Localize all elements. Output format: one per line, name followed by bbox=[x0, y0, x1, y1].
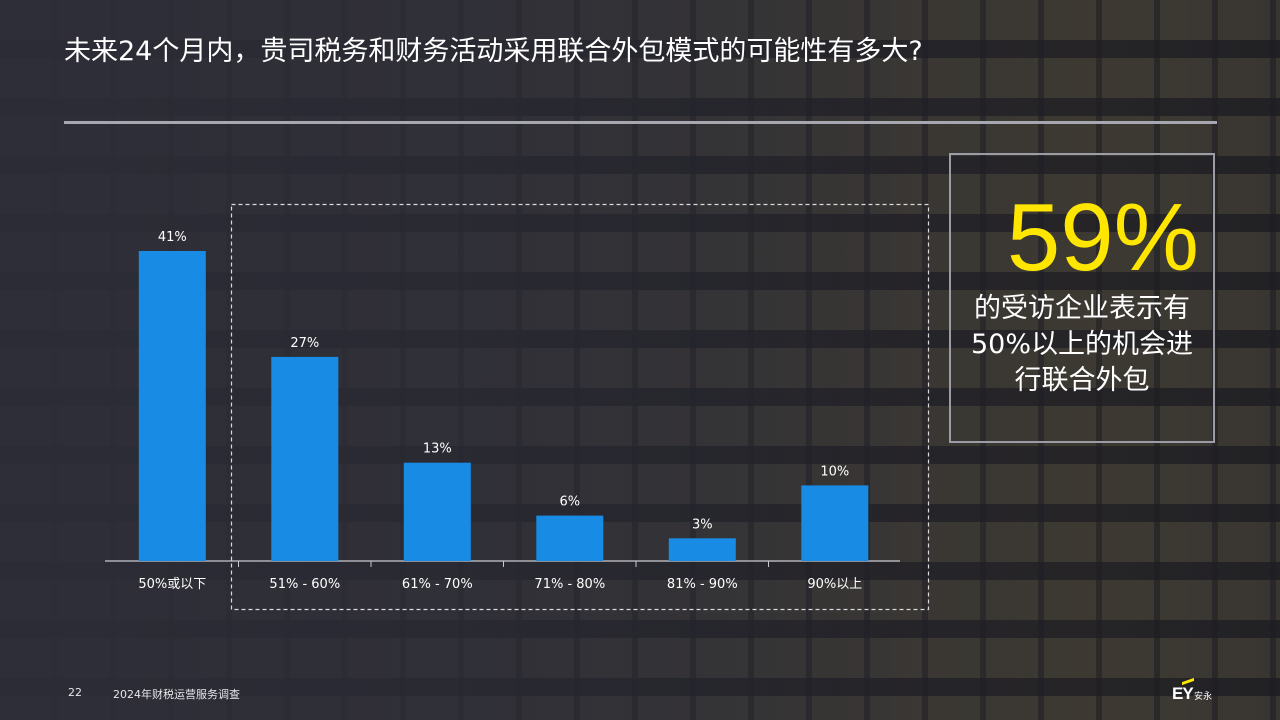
logo-cn-text: 安永 bbox=[1194, 692, 1213, 702]
highlight-callout: 59% 的受访企业表示有 50%以上的机会进 行联合外包 bbox=[949, 153, 1215, 443]
data-label-0: 41% bbox=[158, 230, 187, 245]
data-label-4: 3% bbox=[692, 517, 713, 532]
x-tick-label-1: 51% - 60% bbox=[269, 577, 340, 592]
x-tick-label-2: 61% - 70% bbox=[402, 577, 473, 592]
x-tick-label-3: 71% - 80% bbox=[534, 577, 605, 592]
title-divider bbox=[64, 121, 1217, 124]
callout-value: 59% bbox=[1006, 184, 1199, 291]
callout-line-1: 的受访企业表示有 bbox=[974, 293, 1190, 324]
page-number: 22 bbox=[68, 686, 82, 699]
bar-4 bbox=[668, 538, 736, 561]
bar-1 bbox=[271, 356, 339, 561]
slide-title: 未来24个月内，贵司税务和财务活动采用联合外包模式的可能性有多大? bbox=[64, 36, 923, 67]
x-tick-label-0: 50%或以下 bbox=[138, 577, 206, 592]
logo-ey-text: EY bbox=[1172, 684, 1194, 703]
data-label-3: 6% bbox=[559, 495, 580, 510]
bar-5 bbox=[801, 485, 869, 561]
highlight-group-frame bbox=[230, 203, 930, 611]
bar-2 bbox=[403, 462, 471, 561]
x-tick-label-4: 81% - 90% bbox=[667, 577, 738, 592]
data-label-5: 10% bbox=[820, 464, 849, 479]
x-tick-label-5: 90%以上 bbox=[807, 577, 862, 592]
bar-3 bbox=[536, 515, 604, 561]
bar-0 bbox=[138, 251, 206, 561]
callout-line-2: 50%以上的机会进 bbox=[970, 329, 1193, 360]
data-label-1: 27% bbox=[290, 336, 319, 351]
callout-text: 的受访企业表示有 50%以上的机会进 行联合外包 bbox=[951, 291, 1213, 399]
callout-line-3: 行联合外包 bbox=[1014, 365, 1150, 396]
data-label-2: 13% bbox=[423, 442, 452, 457]
footer-title: 2024年财税运营服务调查 bbox=[113, 688, 240, 701]
ey-logo: EY 安永 bbox=[1172, 677, 1228, 706]
